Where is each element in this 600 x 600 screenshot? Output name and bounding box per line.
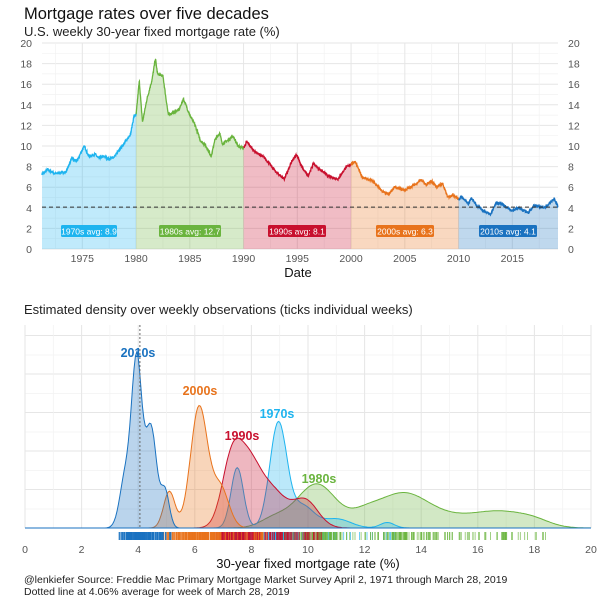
x-tick: 14 — [415, 544, 427, 556]
y-tick-right: 0 — [568, 244, 574, 256]
area-1970s — [42, 112, 137, 249]
x-tick: 2 — [79, 544, 85, 556]
top-lines — [41, 58, 559, 217]
x-tick: 6 — [192, 544, 198, 556]
x-tick: 16 — [472, 544, 484, 556]
density-curves — [25, 350, 592, 529]
y-tick-left: 20 — [20, 38, 32, 50]
caption-source: @lenkiefer Source: Freddie Mac Primary M… — [24, 574, 508, 586]
y-tick-left: 18 — [20, 59, 32, 71]
avg-label-1980s: 1980s avg: 12.7 — [160, 227, 221, 237]
x-tick: 4 — [135, 544, 141, 556]
y-tick-left: 12 — [20, 120, 32, 132]
line-1970s — [41, 112, 137, 176]
x-tick: 10 — [302, 544, 314, 556]
x-tick: 2000 — [339, 253, 363, 265]
avg-badge-1980s — [159, 225, 221, 237]
top-xlabel: Date — [284, 265, 311, 280]
avg-badge-2010s — [479, 225, 537, 237]
avg-label-1990s: 1990s avg: 8.1 — [269, 227, 325, 237]
top-grid — [42, 42, 558, 250]
y-tick-right: 6 — [568, 182, 574, 194]
y-tick-left: 16 — [20, 79, 32, 91]
density-label-1980s: 1980s — [302, 472, 337, 486]
y-tick-left: 0 — [26, 244, 32, 256]
line-1990s — [243, 140, 352, 183]
y-tick-left: 4 — [26, 203, 32, 215]
x-tick: 1975 — [71, 253, 95, 265]
y-tick-left: 8 — [26, 162, 32, 174]
avg-label-2000s: 2000s avg: 6.3 — [377, 227, 433, 237]
area-1980s — [136, 59, 244, 249]
line-2000s — [350, 160, 460, 201]
density-label-2010s: 2010s — [121, 346, 156, 360]
density-title: Estimated density over weekly observatio… — [24, 302, 413, 317]
y-tick-right: 12 — [568, 120, 580, 132]
x-tick: 2010 — [447, 253, 471, 265]
density-label-2000s: 2000s — [183, 384, 218, 398]
y-tick-right: 10 — [568, 141, 580, 153]
y-tick-left: 6 — [26, 182, 32, 194]
avg-label-2010s: 2010s avg: 4.1 — [480, 227, 536, 237]
density-grid — [24, 325, 592, 529]
x-tick: 1990 — [232, 253, 256, 265]
caption-note: Dotted line at 4.06% average for week of… — [24, 586, 290, 598]
chart-title: Mortgage rates over five decades — [24, 5, 269, 23]
y-tick-left: 14 — [20, 100, 32, 112]
y-tick-right: 18 — [568, 59, 580, 71]
line-1980s — [135, 58, 245, 158]
y-tick-right: 20 — [568, 38, 580, 50]
x-tick: 18 — [529, 544, 541, 556]
y-tick-left: 2 — [26, 223, 32, 235]
x-tick: 1995 — [286, 253, 310, 265]
y-tick-right: 4 — [568, 203, 574, 215]
x-tick: 2015 — [501, 253, 525, 265]
x-tick: 1985 — [178, 253, 202, 265]
y-tick-right: 14 — [568, 100, 580, 112]
density-label-1990s: 1990s — [225, 429, 260, 443]
line-2010s — [458, 194, 559, 217]
top-fills — [42, 59, 558, 249]
avg-badge-1990s — [268, 225, 326, 237]
area-1990s — [243, 141, 352, 249]
avg-badge-2000s — [376, 225, 434, 237]
avg-badge-1970s — [61, 225, 117, 237]
density-2010s — [25, 350, 591, 529]
density-label-1970s: 1970s — [260, 407, 295, 421]
avg-label-1970s: 1970s avg: 8.9 — [61, 227, 117, 237]
x-tick: 1980 — [124, 253, 148, 265]
x-tick: 8 — [248, 544, 254, 556]
x-tick: 2005 — [393, 253, 417, 265]
y-tick-left: 10 — [20, 141, 32, 153]
y-tick-right: 16 — [568, 79, 580, 91]
x-tick: 20 — [585, 544, 597, 556]
y-tick-right: 2 — [568, 223, 574, 235]
x-tick: 12 — [359, 544, 371, 556]
chart-subtitle: U.S. weekly 30-year fixed mortgage rate … — [24, 24, 280, 39]
y-tick-right: 8 — [568, 162, 574, 174]
x-tick: 0 — [22, 544, 28, 556]
rug-ticks — [118, 532, 546, 540]
density-xlabel: 30-year fixed mortgage rate (%) — [216, 556, 400, 571]
area-2010s — [458, 195, 558, 249]
top-axes: 0 0 2 2 4 4 6 6 8 8 10 10 12 12 14 14 16 16 18 18 20 20 1975 19… — [20, 38, 580, 265]
